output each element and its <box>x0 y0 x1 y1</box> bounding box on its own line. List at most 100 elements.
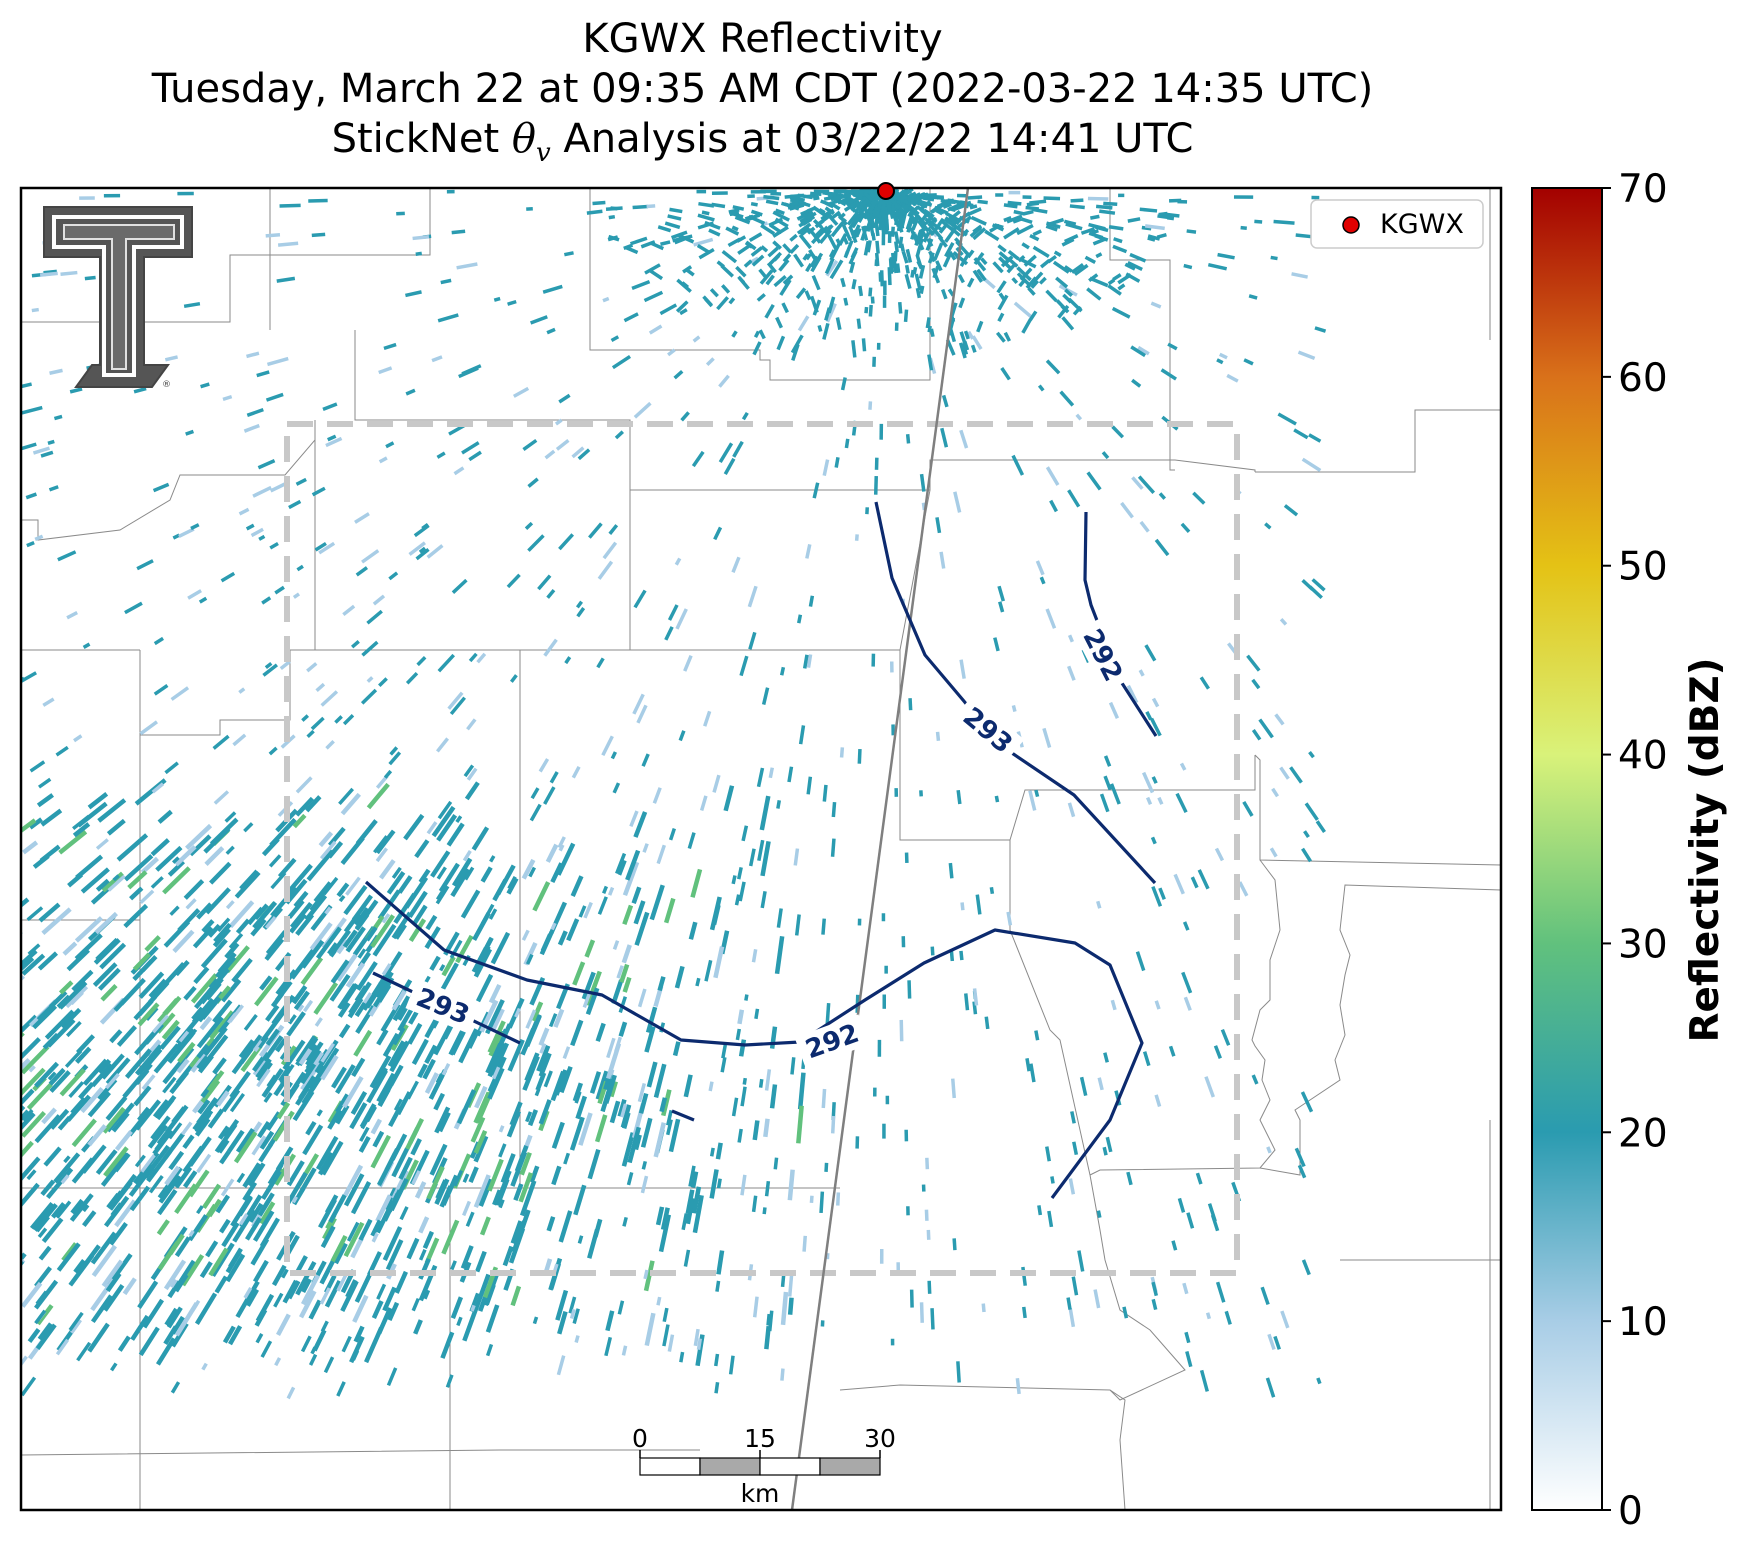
echo-gate <box>622 1216 628 1227</box>
echo-gate <box>1127 217 1141 223</box>
echo-gate <box>617 1300 625 1315</box>
echo-gate <box>778 258 790 272</box>
echo-gate <box>259 975 273 991</box>
echo-gate <box>1137 475 1156 494</box>
echo-gate <box>721 1044 728 1059</box>
echo-gate <box>563 1152 570 1165</box>
echo-gate <box>1052 260 1070 274</box>
echo-gate <box>668 1118 681 1153</box>
echo-gate <box>844 438 850 449</box>
echo-gate <box>805 543 812 559</box>
echo-gate <box>138 1326 160 1357</box>
echo-gate <box>589 1071 602 1094</box>
echo-gate <box>1003 216 1012 223</box>
echo-gate <box>124 601 143 615</box>
echo-gate <box>1238 881 1249 897</box>
echo-gate <box>151 782 165 794</box>
echo-gate <box>756 293 766 302</box>
echo-gate <box>864 306 869 314</box>
echo-gate <box>691 450 705 468</box>
echo-gate <box>32 446 50 455</box>
echo-gate <box>951 1078 956 1099</box>
echo-gate <box>418 868 431 884</box>
echo-gate <box>349 1335 365 1364</box>
echo-gate <box>252 485 272 498</box>
echo-gate <box>235 918 251 935</box>
echo-gate <box>345 876 361 896</box>
echo-gate <box>411 1170 421 1185</box>
echo-gate <box>217 1139 230 1154</box>
echo-gate <box>41 907 72 935</box>
echo-gate <box>376 1283 387 1300</box>
echo-gate <box>787 1297 794 1315</box>
echo-gate <box>190 973 218 1004</box>
echo-gate <box>508 1227 526 1264</box>
echo-gate <box>1068 1178 1076 1195</box>
echo-gate <box>490 1042 510 1077</box>
echo-gate <box>570 1019 584 1047</box>
echo-gate <box>709 1169 719 1199</box>
echo-gate <box>614 430 624 440</box>
echo-gate <box>304 894 328 922</box>
echo-gate <box>301 714 309 722</box>
echo-gate <box>185 429 195 436</box>
echo-gate <box>1207 1203 1217 1222</box>
echo-gate <box>924 213 935 225</box>
echo-gate <box>753 330 760 338</box>
echo-gate <box>959 331 968 346</box>
echo-gate <box>320 1042 336 1063</box>
echo-gate <box>307 1062 331 1094</box>
echo-gate <box>882 994 886 1009</box>
echo-gate <box>487 1158 504 1192</box>
echo-gate <box>969 226 983 238</box>
echo-gate <box>446 189 455 194</box>
echo-gate <box>261 596 272 605</box>
echo-gate <box>642 843 649 853</box>
echo-gate <box>336 953 358 982</box>
echo-gate <box>601 735 614 757</box>
echo-gate <box>413 1319 423 1335</box>
echo-gate <box>286 1160 305 1187</box>
echo-gate <box>174 845 197 867</box>
echo-gate <box>806 776 813 795</box>
echo-gate <box>132 959 154 981</box>
echo-gate <box>422 1058 436 1080</box>
echo-gate <box>672 1041 681 1057</box>
echo-gate <box>157 1241 180 1271</box>
echo-gate <box>787 1274 794 1297</box>
echo-gate <box>233 1131 258 1164</box>
echo-gate <box>956 1361 961 1383</box>
echo-gate <box>831 203 841 211</box>
echo-gate <box>450 1296 464 1320</box>
echo-gate <box>1205 1312 1212 1320</box>
echo-gate <box>695 1334 705 1367</box>
echo-gate <box>468 652 478 663</box>
echo-gate <box>887 231 892 243</box>
echo-gate <box>107 874 126 892</box>
echo-gate <box>1151 697 1160 708</box>
echo-gate <box>255 1058 272 1079</box>
echo-gate <box>456 1089 477 1125</box>
echo-gate <box>935 260 943 272</box>
echo-gate <box>840 277 846 288</box>
echo-gate <box>527 1109 538 1127</box>
echo-gate <box>795 287 807 300</box>
echo-gate <box>109 1190 123 1206</box>
echo-gate <box>1072 1141 1079 1156</box>
echo-gate <box>262 663 278 677</box>
echo-gate <box>301 1274 320 1306</box>
echo-gate <box>525 953 534 965</box>
echo-gate <box>422 1230 434 1250</box>
echo-gate <box>70 991 84 1006</box>
echo-gate <box>21 1156 41 1182</box>
echo-gate <box>148 1175 164 1194</box>
echo-gate <box>437 653 456 673</box>
echo-gate <box>114 1130 133 1152</box>
echo-gate <box>68 1081 85 1098</box>
echo-gate <box>413 524 430 538</box>
echo-gate <box>475 973 494 1003</box>
echo-gate <box>1120 501 1134 519</box>
echo-gate <box>562 1046 571 1060</box>
echo-gate <box>391 989 407 1011</box>
echo-gate <box>973 252 985 266</box>
